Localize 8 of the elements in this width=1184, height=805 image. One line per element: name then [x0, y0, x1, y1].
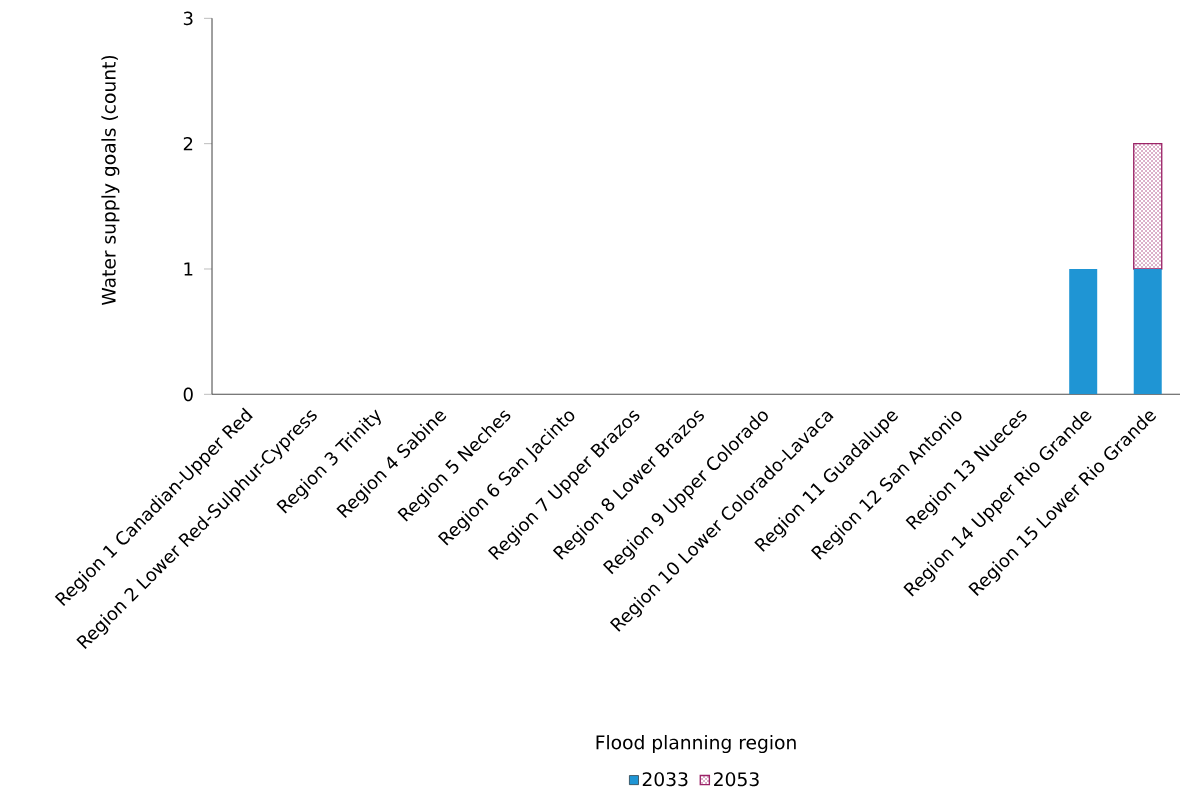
y-tick-label: 0: [183, 387, 193, 402]
y-tick-label: 3: [183, 11, 193, 26]
x-axis-title: Flood planning region: [596, 734, 796, 754]
legend-label: 2053: [714, 772, 759, 787]
y-tick-label: 2: [183, 136, 193, 151]
y-tick-label: 1: [184, 262, 193, 276]
y-axis-title: Water supply goals (count): [101, 55, 120, 306]
legend-label: 2033: [642, 772, 688, 787]
